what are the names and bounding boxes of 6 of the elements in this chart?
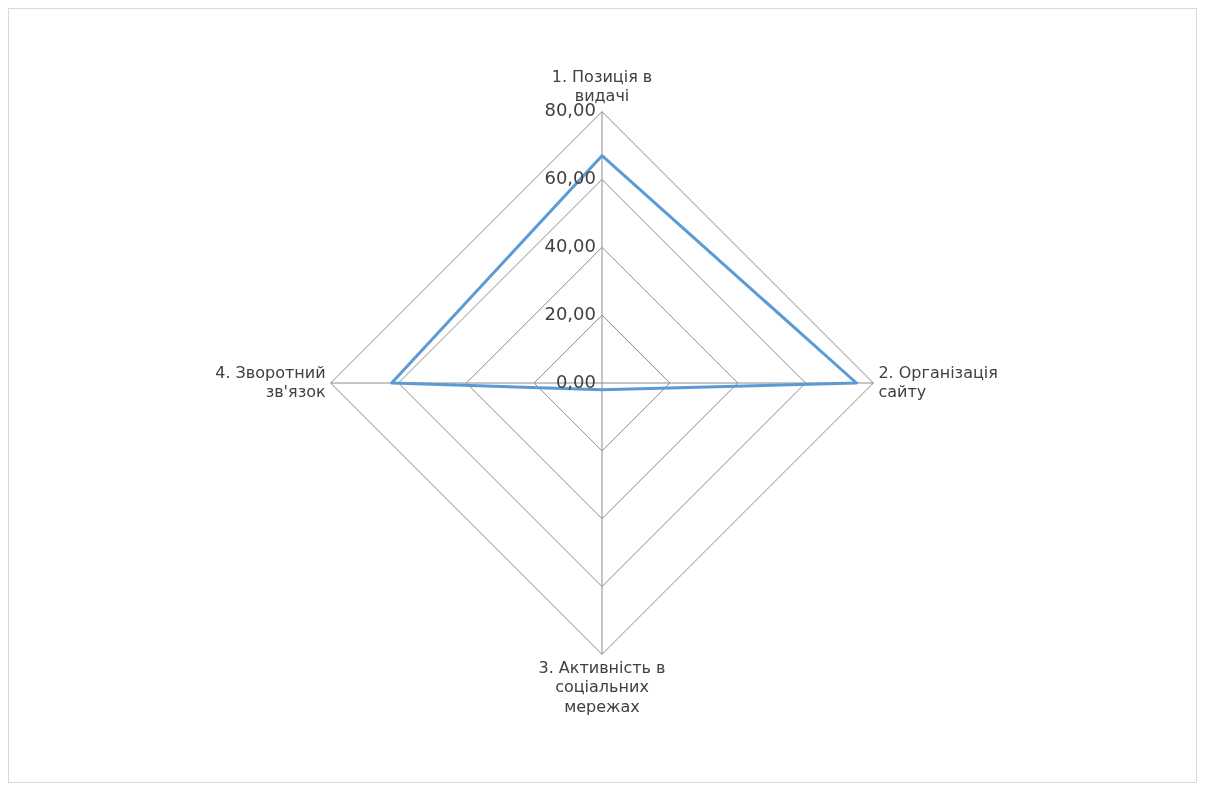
y-tick-label: 20,00 bbox=[544, 302, 596, 324]
y-tick-label: 0,00 bbox=[555, 370, 596, 392]
spoke-label: 3. Активність в соціальних мережах bbox=[538, 658, 666, 716]
y-tick-label: 40,00 bbox=[544, 234, 596, 256]
spoke-label: 4. Зворотний зв'язок bbox=[215, 362, 326, 401]
spoke-label: 2. Організація сайту bbox=[878, 362, 998, 401]
